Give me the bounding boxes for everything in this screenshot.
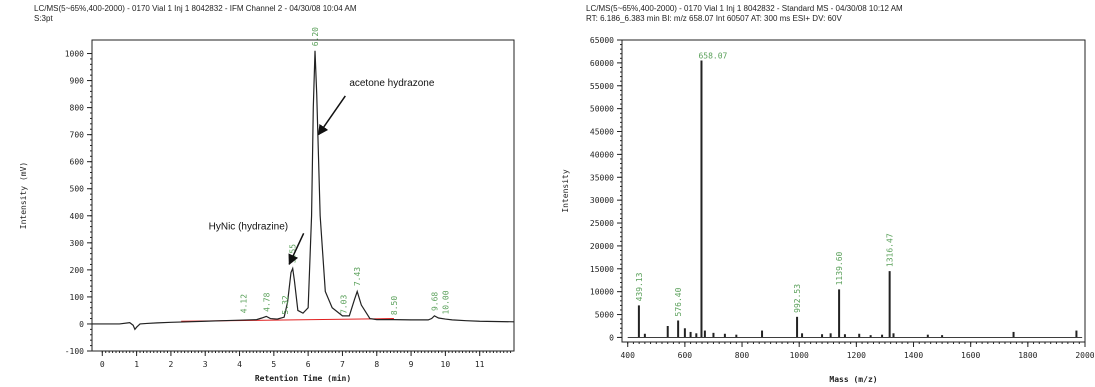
peak-label: 7.43 — [353, 267, 362, 286]
spectrum-header-line1: LC/MS(5~65%,400-2000) - 0170 Vial 1 Inj … — [586, 4, 903, 13]
x-tick-label: 600 — [678, 351, 693, 360]
y-tick-label: 40000 — [590, 150, 614, 159]
x-tick-label: 1 — [134, 360, 139, 369]
y-axis-label: Intensity — [561, 169, 570, 213]
peak-label: 1316.47 — [886, 233, 895, 267]
x-tick-label: 3 — [203, 360, 208, 369]
x-axis-label: Retention Time (min) — [255, 373, 351, 383]
peak-label: 9.68 — [430, 292, 439, 311]
x-tick-label: 4 — [237, 360, 242, 369]
x-tick-label: 11 — [475, 360, 485, 369]
y-tick-label: 1000 — [65, 50, 84, 59]
y-tick-label: 20000 — [590, 242, 614, 251]
x-tick-label: 800 — [735, 351, 750, 360]
peak-label: 658.07 — [698, 52, 727, 61]
y-tick-label: 45000 — [590, 128, 614, 137]
chromatogram-trace — [92, 50, 515, 331]
x-tick-label: 2 — [168, 360, 173, 369]
x-tick-label: 1800 — [1018, 351, 1037, 360]
y-tick-label: 15000 — [590, 265, 614, 274]
peak-label: 4.12 — [240, 294, 249, 313]
y-tick-label: 35000 — [590, 173, 614, 182]
y-tick-label: 50000 — [590, 105, 614, 114]
peak-label: 1139.60 — [835, 251, 844, 285]
x-axis-label: Mass (m/z) — [829, 375, 877, 384]
y-tick-label: 10000 — [590, 288, 614, 297]
chromatogram-panel: LC/MS(5~65%,400-2000) - 0170 Vial 1 Inj … — [0, 0, 540, 387]
chromatogram-chart: -100 0 100 200 300 400 500 600 700 800 900 1000 0 1 2 3… — [19, 27, 515, 383]
y-tick-label: 300 — [70, 239, 85, 248]
y-tick-label: 55000 — [590, 82, 614, 91]
x-tick-label: 10 — [441, 360, 451, 369]
peak-label: 7.03 — [339, 295, 348, 314]
mass-spectrum-panel: LC/MS(5~65%,400-2000) - 0170 Vial 1 Inj … — [552, 0, 1095, 387]
x-tick-label: 400 — [620, 351, 635, 360]
y-tick-label: 30000 — [590, 196, 614, 205]
y-tick-label: 5000 — [595, 311, 614, 320]
y-tick-label: 0 — [79, 320, 84, 329]
peak-label: 5.55 — [289, 244, 298, 263]
y-tick-label: 600 — [70, 158, 85, 167]
annotation-arrow — [288, 232, 305, 266]
plot-frame — [91, 39, 515, 352]
peak-annotation: HyNic (hydrazine) — [209, 221, 288, 232]
x-tick-label: 1600 — [961, 351, 980, 360]
x-tick-label: 0 — [100, 360, 105, 369]
chromatogram-header-line1: LC/MS(5~65%,400-2000) - 0170 Vial 1 Inj … — [34, 4, 357, 13]
x-tick-label: 1000 — [790, 351, 809, 360]
spectrum-header-line2: RT: 6.186_6.383 min BI: m/z 658.07 Int 6… — [586, 14, 842, 23]
x-tick-label: 6 — [306, 360, 311, 369]
chromatogram-header-line2: S:3pt — [34, 14, 53, 23]
y-tick-label: 65000 — [590, 36, 614, 45]
y-tick-label: 60000 — [590, 59, 614, 68]
y-tick-label: 100 — [70, 293, 85, 302]
y-tick-label: 700 — [70, 131, 85, 140]
y-tick-label: 900 — [70, 77, 85, 86]
x-tick-label: 7 — [340, 360, 345, 369]
peak-label: 8.50 — [390, 296, 399, 315]
x-tick-label: 8 — [374, 360, 379, 369]
peak-annotation: acetone hydrazone — [349, 78, 435, 89]
y-tick-label: -100 — [65, 347, 84, 356]
y-tick-label: 0 — [609, 333, 614, 342]
x-tick-label: 1400 — [904, 351, 923, 360]
x-tick-label: 9 — [409, 360, 414, 369]
y-tick-label: 800 — [70, 104, 85, 113]
peak-label: 439.13 — [635, 272, 644, 301]
peak-label: 576.40 — [674, 287, 683, 316]
x-tick-label: 1200 — [847, 351, 866, 360]
y-tick-label: 200 — [70, 266, 85, 275]
peak-label: 992.53 — [793, 284, 802, 313]
x-tick-label: 2000 — [1075, 351, 1094, 360]
y-tick-label: 400 — [70, 212, 85, 221]
x-tick-label: 5 — [271, 360, 276, 369]
peak-label: 4.78 — [262, 292, 271, 311]
y-tick-label: 25000 — [590, 219, 614, 228]
peak-label: 6.20 — [311, 27, 320, 46]
mass-spectrum-chart: 0 5000 10000 15000 20000 25000 30000 35000 40000… — [561, 36, 1095, 384]
y-axis-label: Intensity (mV) — [19, 162, 28, 229]
peak-label: 5.32 — [281, 295, 290, 314]
y-tick-label: 500 — [70, 185, 85, 194]
plot-frame — [621, 39, 1086, 343]
annotation-arrow — [317, 95, 346, 136]
peak-label: 10.00 — [441, 290, 450, 314]
